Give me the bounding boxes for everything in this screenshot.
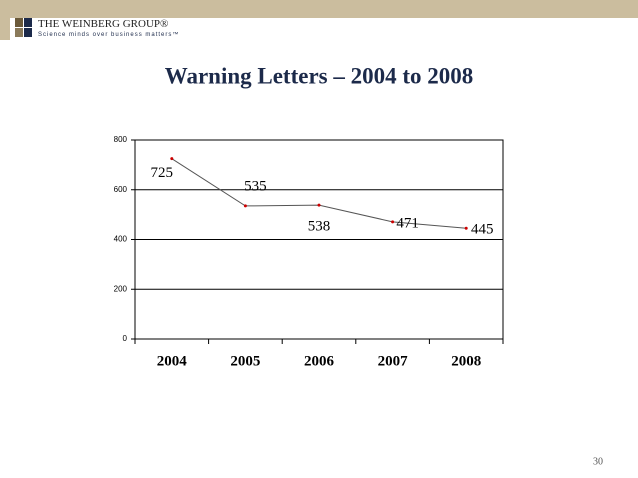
header-band bbox=[0, 0, 638, 18]
logo-square bbox=[24, 28, 32, 37]
x-tick-label: 2008 bbox=[451, 353, 481, 369]
logo-square bbox=[15, 28, 23, 37]
data-label: 471 bbox=[396, 215, 419, 231]
y-tick-label: 800 bbox=[114, 135, 128, 144]
page-number: 30 bbox=[593, 456, 603, 467]
data-label: 535 bbox=[244, 178, 267, 194]
marker bbox=[464, 226, 468, 230]
marker bbox=[317, 203, 321, 207]
y-tick-label: 0 bbox=[123, 334, 128, 343]
y-tick-label: 200 bbox=[114, 284, 128, 293]
marker bbox=[170, 157, 174, 161]
header-side bbox=[0, 0, 10, 40]
y-tick-label: 600 bbox=[114, 185, 128, 194]
data-label: 445 bbox=[471, 222, 494, 238]
logo-square bbox=[24, 18, 32, 27]
marker bbox=[243, 204, 247, 208]
y-tick-label: 400 bbox=[114, 235, 128, 244]
x-tick-label: 2004 bbox=[157, 353, 188, 369]
x-tick-label: 2006 bbox=[304, 353, 335, 369]
logo-title: THE WEINBERG GROUP® bbox=[38, 18, 168, 30]
marker bbox=[391, 220, 395, 224]
data-label: 725 bbox=[151, 165, 174, 181]
data-label: 538 bbox=[308, 219, 331, 235]
slide-title: Warning Letters – 2004 to 2008 bbox=[165, 63, 474, 88]
logo-square bbox=[15, 18, 23, 27]
logo-tagline: Science minds over business matters™ bbox=[38, 31, 179, 38]
x-tick-label: 2007 bbox=[378, 353, 409, 369]
x-tick-label: 2005 bbox=[230, 353, 260, 369]
